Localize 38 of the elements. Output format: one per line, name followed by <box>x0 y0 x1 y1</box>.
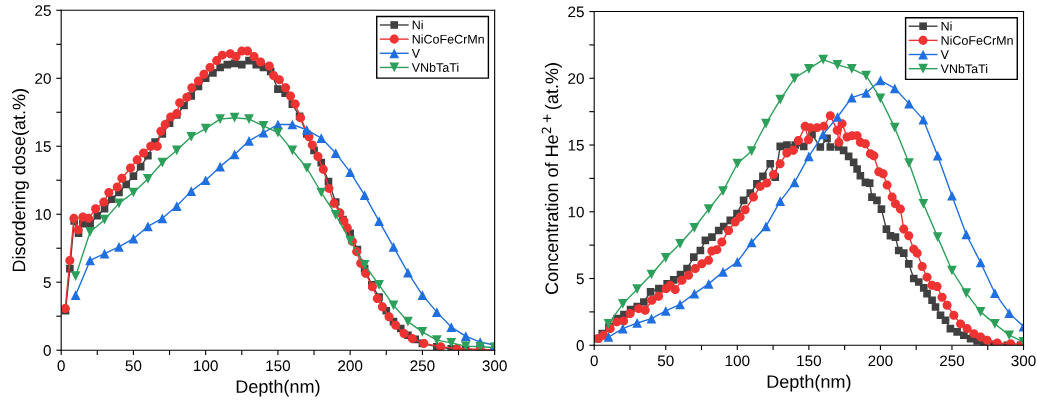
x-tick-label: 150 <box>266 360 291 372</box>
y-tick-label: 10 <box>568 206 584 218</box>
x-tick-label: 300 <box>1011 355 1036 367</box>
x-tick-label: 200 <box>868 355 893 367</box>
legend-label: Ni <box>412 20 423 30</box>
x-tick-label: 50 <box>125 360 142 372</box>
legend-label: Ni <box>941 21 952 31</box>
y-tick-label: 0 <box>43 345 51 356</box>
x-tick-label: 0 <box>57 360 65 372</box>
legend-label: NiCoFeCrMn <box>412 34 484 44</box>
x-axis-title: Depth(nm) <box>236 379 320 397</box>
y-tick-label: 20 <box>35 73 51 84</box>
x-tick-label: 100 <box>725 355 750 367</box>
x-tick-label: 100 <box>194 360 218 372</box>
y-tick-label: 25 <box>568 6 584 18</box>
y-axis-title: Disordering dose(at.%) <box>12 89 29 272</box>
y-tick-label: 20 <box>568 73 584 84</box>
legend-label: VNbTaTi <box>940 63 988 74</box>
y-tick-label: 15 <box>35 141 51 152</box>
x-tick-label: 250 <box>939 355 965 367</box>
legend-label: VNbTaTi <box>411 62 459 72</box>
y-tick-label: 5 <box>43 277 51 288</box>
x-tick-label: 0 <box>590 355 598 367</box>
x-tick-label: 150 <box>797 355 822 367</box>
x-tick-label: 300 <box>482 360 507 372</box>
y-tick-label: 25 <box>35 5 51 16</box>
y-tick-label: 15 <box>568 140 584 151</box>
legend-label: V <box>411 49 421 58</box>
y-tick-label: 0 <box>576 340 584 351</box>
legend-label: V <box>940 50 949 59</box>
y-axis-title: Concentration of He$^{2+}$(at.%) <box>541 63 562 295</box>
y-tick-label: 5 <box>576 273 584 285</box>
x-axis-title: Depth(nm) <box>767 374 851 392</box>
x-tick-label: 50 <box>657 355 674 367</box>
y-tick-label: 10 <box>35 209 51 220</box>
x-tick-label: 200 <box>338 360 363 372</box>
legend-label: NiCoFeCrMn <box>941 35 1013 45</box>
x-tick-label: 250 <box>410 360 435 372</box>
